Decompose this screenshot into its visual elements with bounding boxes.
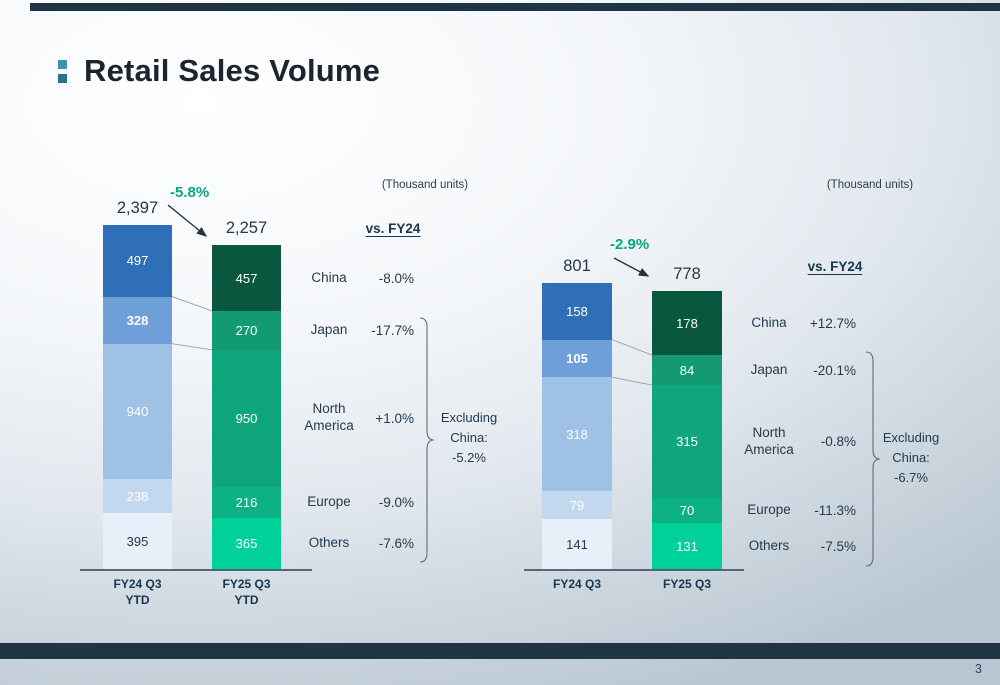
title-row: Retail Sales Volume	[58, 48, 380, 94]
region-label-europe: Europe	[307, 493, 351, 509]
region-label-japan: Japan	[310, 321, 348, 337]
bar-total-label: 801	[563, 257, 591, 275]
bar-segment-others: 365	[212, 517, 281, 571]
excluding-china-note: Excluding China: -6.7%	[882, 430, 940, 485]
bullet-square-top-icon	[58, 59, 67, 69]
region-change-value: -11.3%	[814, 503, 856, 519]
top-accent-bar	[30, 3, 1000, 11]
bar-segment-north-america: 315	[652, 385, 722, 498]
bar-segment-china: 457	[212, 245, 281, 311]
bar-segment-japan: 328	[103, 296, 172, 344]
bar-total-label: 2,257	[225, 219, 268, 238]
region-label-others: Others	[308, 535, 350, 551]
change-percent: -5.8%	[170, 184, 210, 201]
region-change-value: -7.6%	[378, 536, 414, 552]
bottom-accent-bar	[0, 643, 1000, 659]
region-change-value: -9.0%	[378, 494, 414, 510]
bar-segment-europe: 238	[103, 479, 172, 514]
region-label-japan: Japan	[750, 361, 788, 377]
region-change-value: +12.7%	[809, 315, 856, 331]
change-percent: -2.9%	[610, 236, 650, 253]
bullet-square-bottom-icon	[58, 73, 67, 83]
region-change-value: -17.7%	[371, 322, 414, 338]
region-change-value: -0.8%	[820, 434, 856, 450]
bar-segment-japan: 105	[542, 339, 612, 378]
bar-total-label: 2,397	[116, 199, 159, 217]
region-change-value: +1.0%	[375, 410, 414, 426]
bar-segment-north-america: 950	[212, 349, 281, 487]
bar-segment-china: 178	[652, 291, 722, 355]
region-label-china: China	[751, 314, 787, 330]
bar-total-label: 778	[673, 265, 701, 284]
unit-label: (Thousand units)	[381, 179, 469, 191]
region-change-value: -8.0%	[378, 270, 414, 286]
unit-label: (Thousand units)	[826, 179, 914, 191]
bar-segment-europe: 216	[212, 486, 281, 518]
bar-segment-europe: 70	[652, 497, 722, 524]
region-label-china: China	[311, 269, 347, 285]
bar-segment-north-america: 318	[542, 377, 612, 492]
region-change-value: -20.1%	[813, 362, 856, 378]
region-change-value: -7.5%	[820, 539, 856, 555]
bar-segment-others: 131	[652, 523, 722, 570]
page-title: Retail Sales Volume	[84, 53, 381, 88]
bar-segment-others: 141	[542, 519, 612, 570]
vs-fy24-header: vs. FY24	[365, 221, 421, 236]
bar-segment-china: 158	[542, 283, 612, 340]
bar-segment-china: 497	[103, 225, 172, 297]
bar-segment-europe: 79	[542, 491, 612, 520]
region-label-north-america: North America	[304, 401, 354, 434]
bar-segment-others: 395	[103, 513, 172, 571]
bar-segment-north-america: 940	[103, 343, 172, 480]
region-label-north-america: North America	[744, 424, 794, 457]
title-bullet-icon	[58, 59, 67, 83]
region-label-europe: Europe	[747, 502, 791, 518]
bar-axis-label: FY24 Q3	[552, 577, 602, 591]
region-label-others: Others	[748, 538, 790, 554]
bar-axis-label: FY25 Q3 YTD	[222, 577, 271, 608]
vs-fy24-header: vs. FY24	[807, 259, 863, 274]
bar-axis-label: FY25 Q3	[662, 577, 712, 591]
bar-axis-label: FY24 Q3 YTD	[113, 577, 162, 608]
bar-segment-japan: 270	[212, 310, 281, 350]
page-number: 3	[975, 662, 982, 676]
bar-segment-japan: 84	[652, 355, 722, 386]
excluding-china-note: Excluding China: -5.2%	[440, 410, 498, 465]
